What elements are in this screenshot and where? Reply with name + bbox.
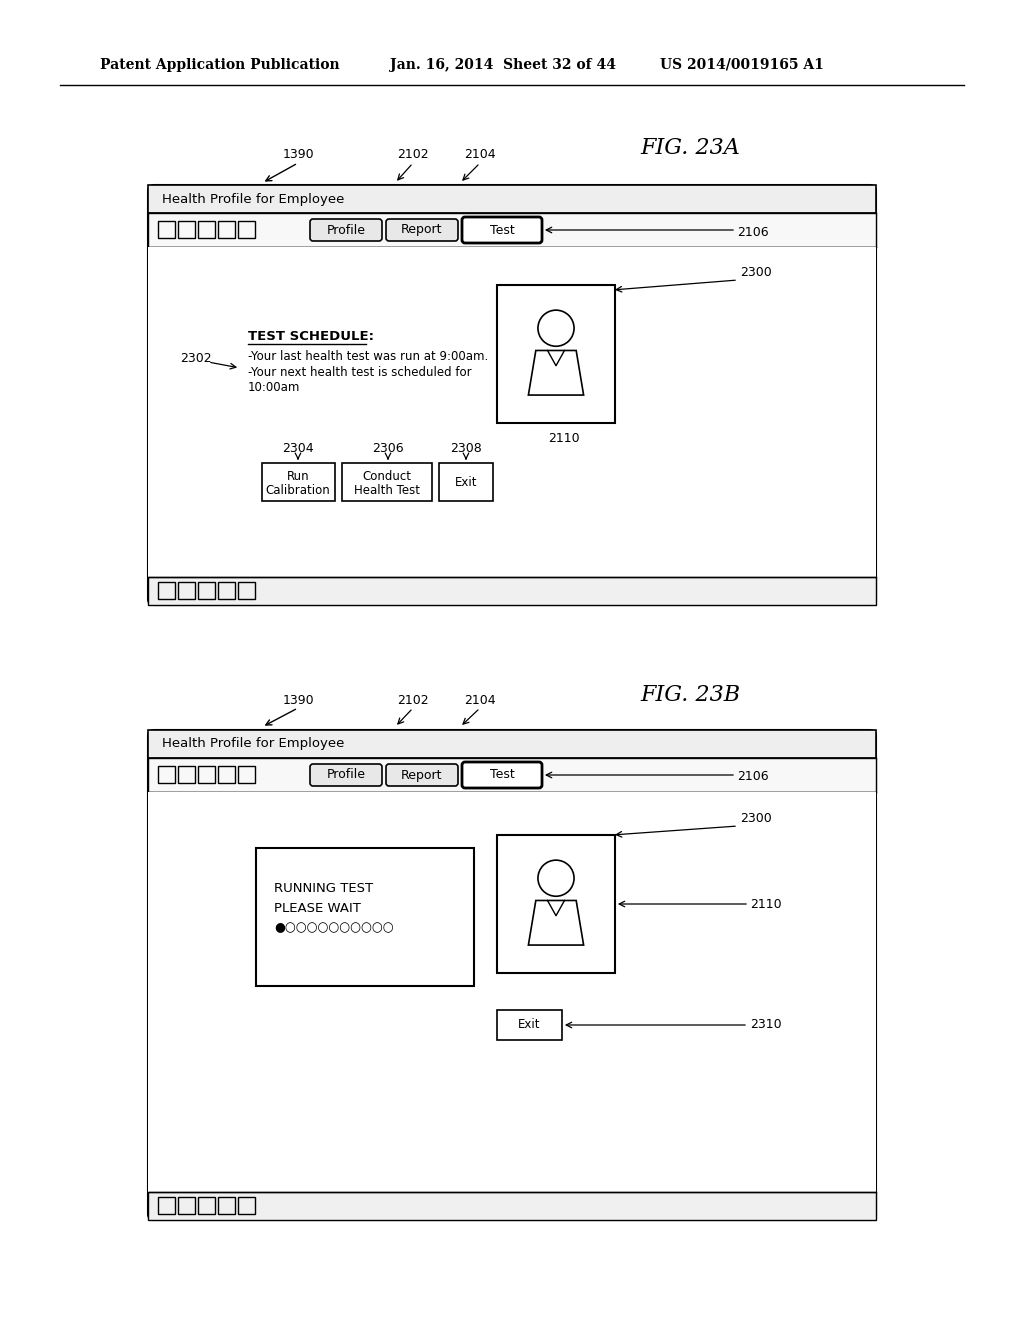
Text: TEST SCHEDULE:: TEST SCHEDULE: <box>248 330 374 343</box>
FancyBboxPatch shape <box>497 836 615 973</box>
Text: 2110: 2110 <box>750 898 781 911</box>
Text: 2310: 2310 <box>750 1019 781 1031</box>
Text: 2110: 2110 <box>548 433 580 446</box>
Text: PLEASE WAIT: PLEASE WAIT <box>274 902 360 915</box>
FancyBboxPatch shape <box>148 792 876 1192</box>
Text: 2102: 2102 <box>397 693 429 706</box>
FancyBboxPatch shape <box>148 730 876 758</box>
Text: 2306: 2306 <box>372 441 403 454</box>
Text: Exit: Exit <box>518 1019 541 1031</box>
Text: ●○○○○○○○○○○: ●○○○○○○○○○○ <box>274 921 393 935</box>
FancyBboxPatch shape <box>386 764 458 785</box>
FancyBboxPatch shape <box>148 185 876 605</box>
FancyBboxPatch shape <box>148 247 876 577</box>
Text: RUNNING TEST: RUNNING TEST <box>274 882 373 895</box>
FancyBboxPatch shape <box>256 847 474 986</box>
FancyBboxPatch shape <box>386 219 458 242</box>
Text: 2106: 2106 <box>737 226 769 239</box>
FancyBboxPatch shape <box>148 1192 876 1220</box>
FancyBboxPatch shape <box>148 577 876 605</box>
Text: -Your next health test is scheduled for: -Your next health test is scheduled for <box>248 366 472 379</box>
FancyBboxPatch shape <box>148 730 876 1220</box>
FancyBboxPatch shape <box>148 185 876 213</box>
FancyBboxPatch shape <box>497 285 615 422</box>
Text: Test: Test <box>489 768 514 781</box>
Text: Report: Report <box>401 223 442 236</box>
FancyBboxPatch shape <box>462 216 542 243</box>
Text: Test: Test <box>489 223 514 236</box>
Text: 2308: 2308 <box>451 441 482 454</box>
Text: 1390: 1390 <box>283 693 313 706</box>
FancyBboxPatch shape <box>310 219 382 242</box>
Text: Run: Run <box>287 470 309 483</box>
Text: Conduct: Conduct <box>362 470 412 483</box>
FancyBboxPatch shape <box>148 758 876 792</box>
FancyBboxPatch shape <box>148 213 876 247</box>
Text: 2104: 2104 <box>464 693 496 706</box>
FancyBboxPatch shape <box>462 762 542 788</box>
Text: Jan. 16, 2014  Sheet 32 of 44: Jan. 16, 2014 Sheet 32 of 44 <box>390 58 616 73</box>
Text: FIG. 23B: FIG. 23B <box>640 684 740 706</box>
Text: Report: Report <box>401 768 442 781</box>
Text: 2106: 2106 <box>737 771 769 784</box>
Text: -Your last health test was run at 9:00am.: -Your last health test was run at 9:00am… <box>248 350 488 363</box>
Text: FIG. 23A: FIG. 23A <box>640 137 740 158</box>
Text: Calibration: Calibration <box>265 483 331 496</box>
Text: Patent Application Publication: Patent Application Publication <box>100 58 340 73</box>
Text: 2102: 2102 <box>397 149 429 161</box>
Text: 2300: 2300 <box>740 265 772 279</box>
Text: Exit: Exit <box>455 475 477 488</box>
Text: 1390: 1390 <box>283 149 313 161</box>
Text: 10:00am: 10:00am <box>248 381 300 393</box>
Text: 2304: 2304 <box>283 441 313 454</box>
FancyBboxPatch shape <box>497 1010 562 1040</box>
Text: Health Test: Health Test <box>354 483 420 496</box>
FancyBboxPatch shape <box>342 463 432 502</box>
FancyBboxPatch shape <box>310 764 382 785</box>
Text: Profile: Profile <box>327 223 366 236</box>
Text: 2302: 2302 <box>180 351 212 364</box>
Text: Health Profile for Employee: Health Profile for Employee <box>162 738 344 751</box>
Text: Health Profile for Employee: Health Profile for Employee <box>162 193 344 206</box>
FancyBboxPatch shape <box>439 463 493 502</box>
Text: 2104: 2104 <box>464 149 496 161</box>
Text: US 2014/0019165 A1: US 2014/0019165 A1 <box>660 58 824 73</box>
Text: 2300: 2300 <box>740 812 772 825</box>
FancyBboxPatch shape <box>262 463 335 502</box>
Text: Profile: Profile <box>327 768 366 781</box>
